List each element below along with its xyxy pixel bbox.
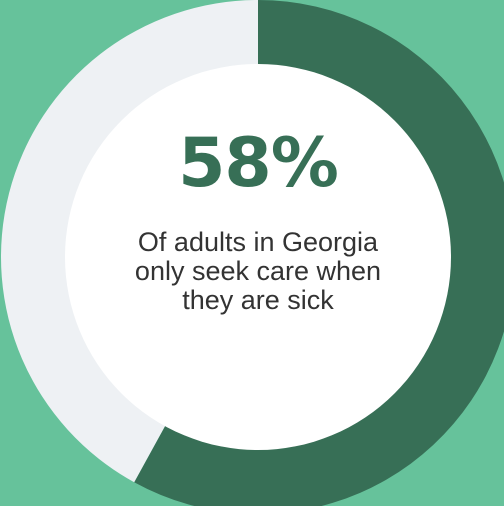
caption-line-3: they are sick (182, 285, 334, 315)
donut-center (65, 64, 451, 450)
percentage-value: 58% (178, 124, 339, 203)
chart-center-label: 58% Of adults in Georgia only seek care … (66, 130, 450, 315)
caption-line-1: Of adults in Georgia (137, 227, 379, 257)
chart-caption: Of adults in Georgia only seek care when… (66, 228, 450, 315)
caption-line-2: only seek care when (134, 256, 382, 286)
